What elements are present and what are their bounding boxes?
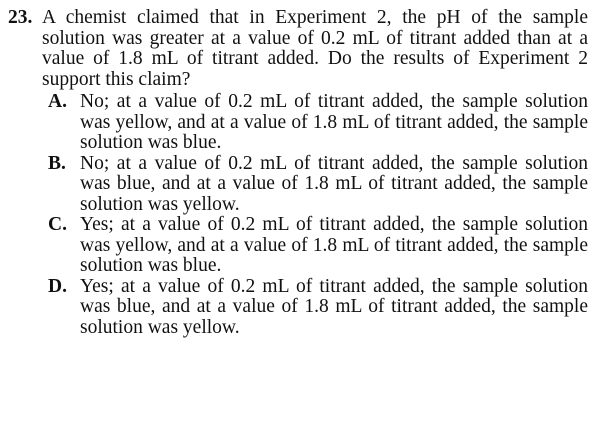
question: 23. A chemist claimed that in Experiment… xyxy=(8,7,588,339)
option-c[interactable]: C. Yes; at a value of 0.2 mL of titrant a… xyxy=(42,214,588,277)
answer-options: A. No; at a value of 0.2 mL of titrant ad… xyxy=(42,91,588,339)
option-text: Yes; at a value of 0.2 mL of titrant add… xyxy=(80,275,588,338)
option-text: No; at a value of 0.2 mL of titrant adde… xyxy=(80,91,588,153)
option-letter: D. xyxy=(48,275,67,297)
option-b[interactable]: B. No; at a value of 0.2 mL of titrant ad… xyxy=(42,152,588,216)
option-letter: C. xyxy=(48,214,67,235)
question-number: 23. xyxy=(8,7,33,28)
option-a[interactable]: A. No; at a value of 0.2 mL of titrant ad… xyxy=(42,91,588,154)
option-text: Yes; at a value of 0.2 mL of titrant add… xyxy=(80,214,588,276)
option-d[interactable]: D. Yes; at a value of 0.2 mL of titrant a… xyxy=(42,275,588,339)
question-stem: 23. A chemist claimed that in Experiment… xyxy=(8,7,588,90)
question-text: A chemist claimed that in Experiment 2, … xyxy=(42,7,588,90)
option-text: No; at a value of 0.2 mL of titrant adde… xyxy=(80,152,588,215)
option-letter: A. xyxy=(48,91,67,112)
option-letter: B. xyxy=(48,152,66,174)
